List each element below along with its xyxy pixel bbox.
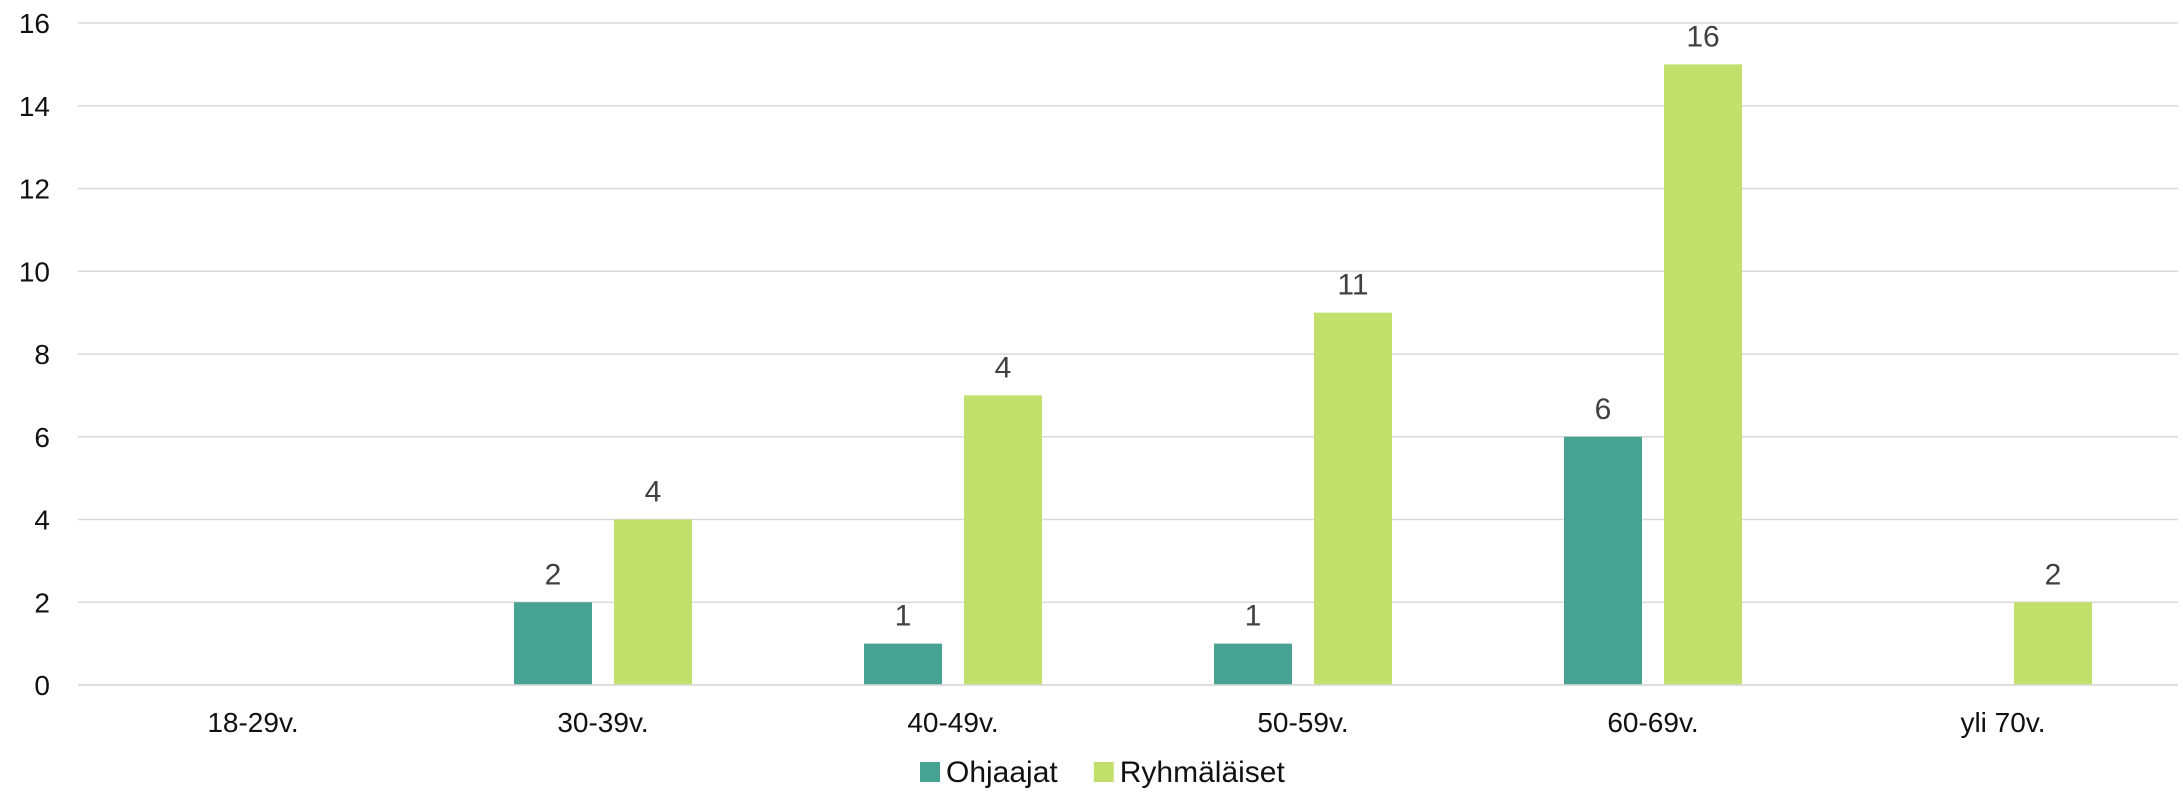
x-axis: 18-29v. 30-39v. 40-49v. 50-59v. 60-69v. yli 7… <box>78 684 2178 738</box>
data-label: 16 <box>1686 20 1719 53</box>
bars <box>514 64 2092 685</box>
bar-ryhmäläiset-4 <box>1664 64 1742 685</box>
x-tick-label: 40-49v. <box>907 707 998 738</box>
bar-ohjaajat-4 <box>1564 436 1642 685</box>
y-tick-label: 12 <box>19 174 50 205</box>
legend-label: Ryhmäläiset <box>1120 756 1286 789</box>
data-label: 4 <box>995 351 1012 384</box>
y-axis: 0 2 4 6 8 10 12 14 16 <box>19 8 50 701</box>
y-tick-label: 0 <box>34 670 50 701</box>
data-label: 4 <box>645 476 662 509</box>
legend-swatch-ohjaajat <box>920 762 940 782</box>
data-label: 6 <box>1595 393 1612 426</box>
bar-ryhmäläiset-3 <box>1314 312 1392 685</box>
x-tick-label: yli 70v. <box>1960 707 2045 738</box>
legend: Ohjaajat Ryhmäläiset <box>920 756 1285 789</box>
legend-swatch-ryhmäläiset <box>1093 762 1114 782</box>
gridlines <box>78 22 2178 686</box>
bar-ryhmäläiset-1 <box>614 519 692 685</box>
legend-label: Ohjaajat <box>946 756 1058 789</box>
data-label: 11 <box>1337 269 1368 302</box>
y-tick-label: 14 <box>19 91 50 122</box>
data-label: 1 <box>895 600 912 633</box>
data-label: 2 <box>2045 558 2062 591</box>
bar-ohjaajat-3 <box>1214 643 1292 685</box>
bar-ryhmäläiset-5 <box>2014 602 2092 685</box>
x-tick-label: 30-39v. <box>557 707 648 738</box>
x-tick-label: 18-29v. <box>207 707 298 738</box>
y-tick-label: 4 <box>34 505 50 536</box>
y-tick-label: 8 <box>34 339 50 370</box>
y-tick-label: 6 <box>34 422 50 453</box>
bar-ryhmäläiset-2 <box>964 395 1042 685</box>
y-tick-label: 16 <box>19 8 50 39</box>
data-label: 1 <box>1245 600 1262 633</box>
y-tick-label: 2 <box>34 587 50 618</box>
bar-ohjaajat-1 <box>514 602 592 685</box>
bar-ohjaajat-2 <box>864 643 942 685</box>
data-label: 2 <box>545 558 562 591</box>
x-tick-label: 60-69v. <box>1607 707 1698 738</box>
x-tick-label: 50-59v. <box>1257 707 1348 738</box>
y-tick-label: 10 <box>19 256 50 287</box>
